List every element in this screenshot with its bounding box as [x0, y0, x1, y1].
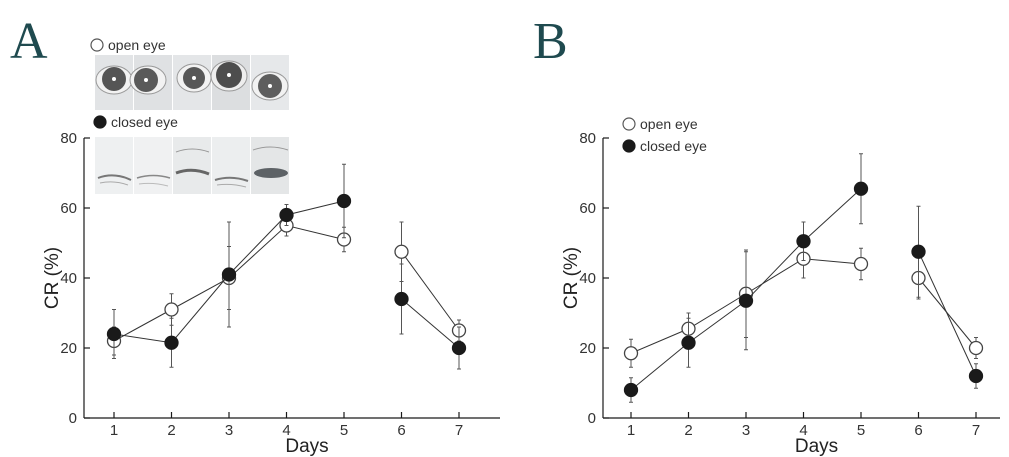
x-tick-label: 5 [857, 422, 865, 439]
x-tick-label: 7 [972, 422, 980, 439]
x-tick-label: 3 [742, 422, 750, 439]
y-tick-label: 60 [60, 200, 77, 217]
legend-closed-label: closed eye [640, 138, 707, 154]
series-closed-eye [106, 163, 467, 370]
data-point-closed [796, 234, 811, 249]
y-tick-label: 40 [60, 270, 77, 287]
x-tick-label: 4 [799, 422, 807, 439]
data-point-closed [394, 291, 409, 307]
data-point-closed [623, 382, 639, 398]
data-point-open [164, 302, 179, 317]
eye-photo-closed [134, 137, 172, 194]
eye-photo-strip-closed [95, 137, 289, 194]
series-line [918, 251, 977, 377]
data-point-closed [681, 335, 696, 350]
data-point-closed [968, 368, 984, 384]
x-tick-label: 2 [167, 422, 175, 439]
x-tick-label: 5 [340, 422, 348, 439]
data-point-closed [853, 181, 869, 196]
data-point-open [394, 244, 409, 259]
data-point-closed [221, 267, 237, 282]
series-closed-eye [623, 153, 984, 403]
x-tick-label: 3 [225, 422, 233, 439]
legend-open-label: open eye [640, 116, 698, 132]
y-tick-label: 80 [60, 130, 77, 147]
y-tick-label: 20 [579, 340, 596, 357]
x-tick-label: 1 [110, 422, 118, 439]
eye-photo-open [251, 55, 289, 110]
panel-letter-b: B [533, 13, 568, 70]
x-tick-label: 6 [914, 422, 922, 439]
series-line [401, 251, 460, 331]
data-point-closed [279, 207, 294, 223]
data-point-open [968, 340, 984, 356]
eye-photo-open [173, 55, 212, 110]
y-tick-label: 0 [588, 410, 596, 427]
y-tick-label: 40 [579, 270, 596, 287]
legend-open-label: open eye [108, 37, 166, 53]
panel-a: A open eye [10, 13, 500, 457]
data-point-closed [451, 340, 467, 356]
legend-closed-label: closed eye [111, 114, 178, 130]
series-open-eye [106, 214, 467, 356]
data-point-closed [336, 193, 352, 209]
eye-photo-strip-open [95, 55, 289, 110]
legend-closed-marker [93, 115, 107, 129]
eye-photo-closed [251, 137, 289, 194]
legend-closed-marker [622, 139, 636, 153]
y-axis-title: CR (%) [42, 247, 63, 309]
data-point-closed [106, 326, 122, 342]
plot-area: 0 20 40 60 80 1 2 3 4 5 6 7 Days CR (%) [42, 130, 500, 457]
y-tick-label: 20 [60, 340, 77, 357]
data-point-closed [911, 244, 926, 259]
data-point-open [853, 256, 869, 272]
y-tick-label: 80 [579, 130, 596, 147]
x-tick-label: 7 [455, 422, 463, 439]
x-tick-label: 1 [627, 422, 635, 439]
x-axis-title: Days [795, 436, 838, 457]
legend-open-marker [90, 38, 104, 52]
y-axis-title: CR (%) [561, 247, 582, 309]
x-tick-label: 4 [282, 422, 290, 439]
x-tick-label: 6 [397, 422, 405, 439]
legend-a: open eye [90, 37, 289, 194]
data-point-closed [164, 335, 179, 350]
x-tick-label: 2 [684, 422, 692, 439]
plot-area: 0 20 40 60 80 1 2 3 4 5 6 7 Days CR (%) [561, 130, 1000, 457]
data-point-closed [738, 293, 754, 308]
panel-letter-a: A [10, 13, 48, 70]
eye-photo-closed [95, 137, 133, 194]
eye-photo-open [129, 55, 172, 110]
y-tick-label: 0 [69, 410, 77, 427]
panel-b: B open eye closed eye 0 20 40 60 80 1 2 3 4 5 6 7 Da… [533, 13, 1000, 457]
eye-photo-closed [173, 137, 211, 194]
eye-photo-open [95, 55, 133, 110]
legend-b: open eye closed eye [622, 116, 707, 154]
eye-photo-closed [212, 137, 250, 194]
x-axis-title: Days [285, 436, 328, 457]
y-tick-label: 60 [579, 200, 596, 217]
legend-open-marker [622, 117, 636, 131]
eye-photo-open [210, 55, 250, 110]
data-point-open [623, 346, 639, 361]
series-line [401, 298, 460, 349]
